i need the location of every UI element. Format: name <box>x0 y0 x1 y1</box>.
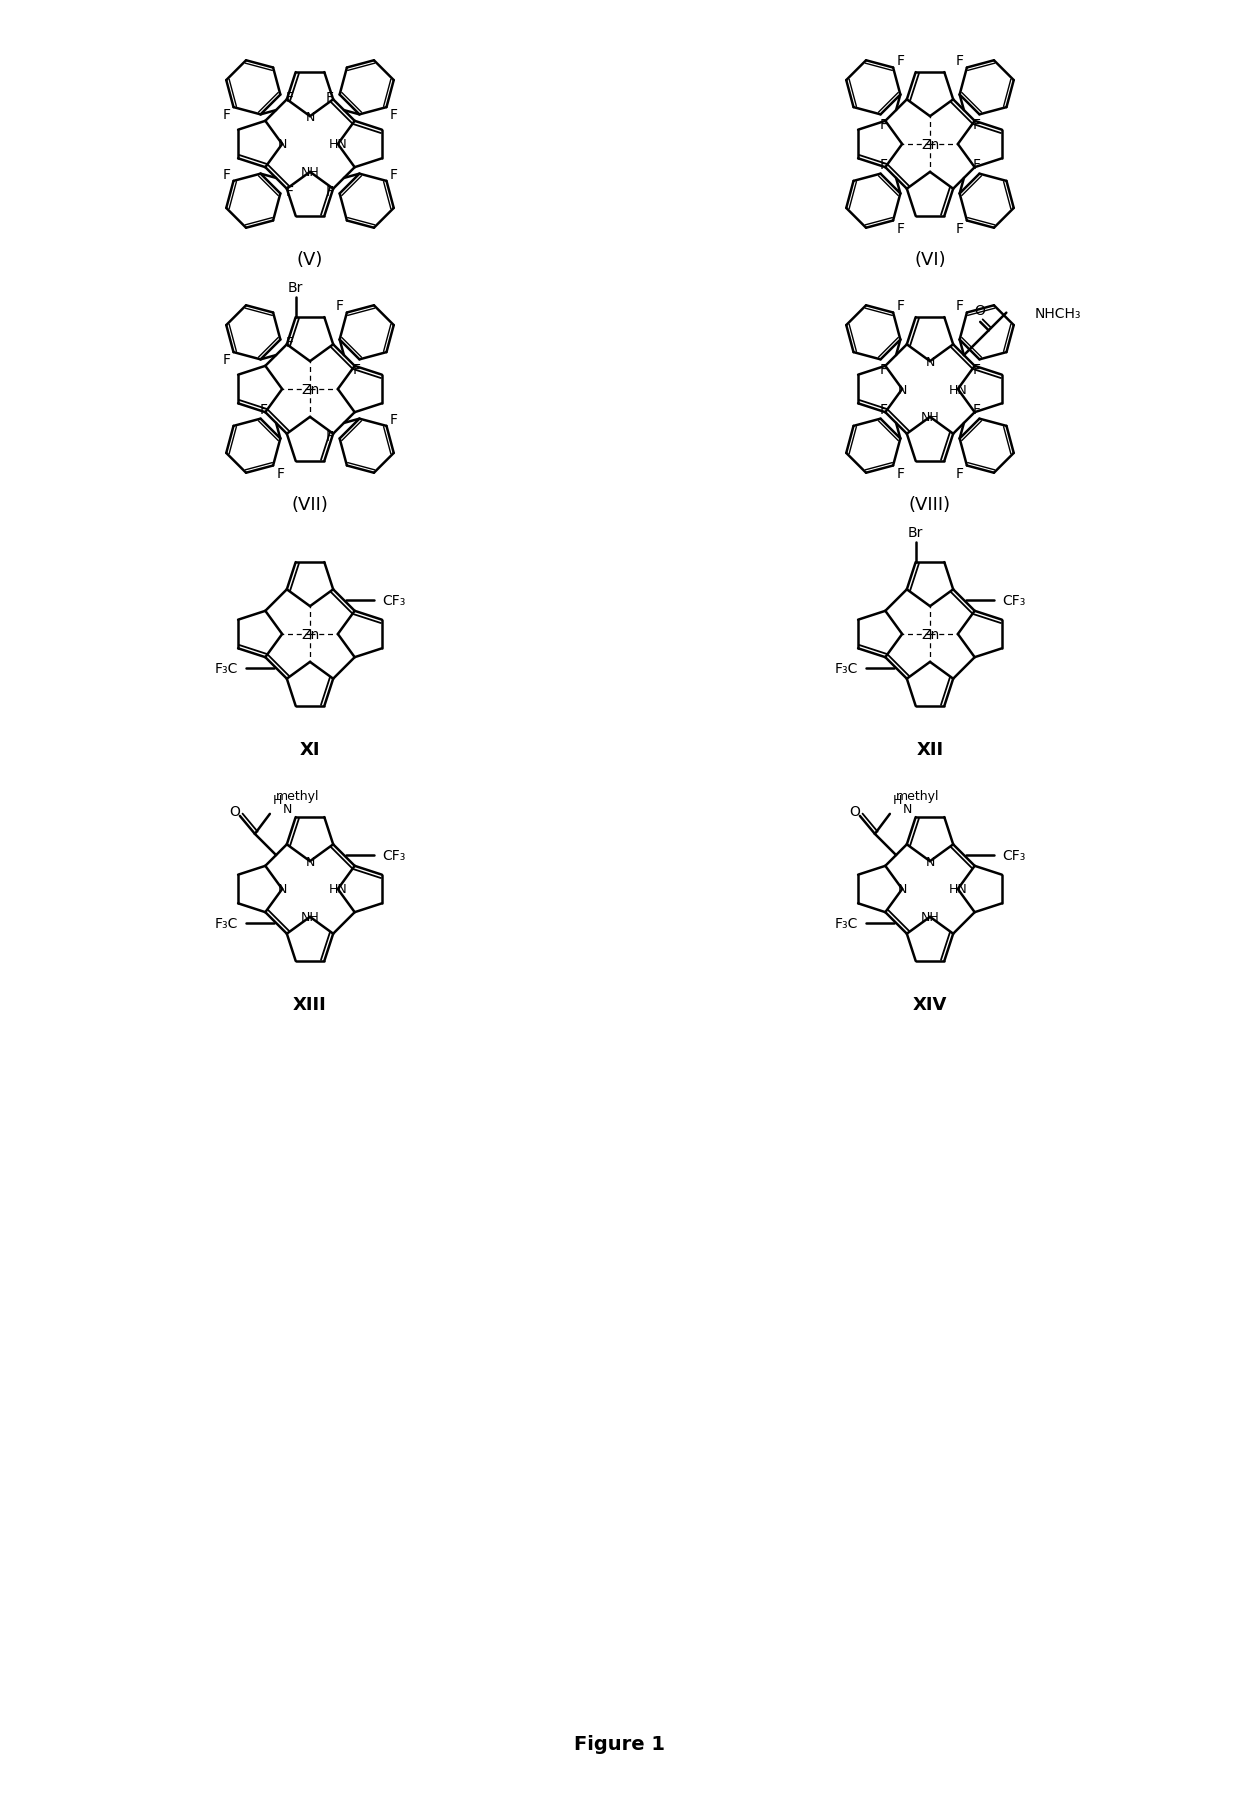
Text: Br: Br <box>288 280 304 295</box>
Text: Br: Br <box>908 526 924 540</box>
Text: F: F <box>389 108 398 123</box>
Text: F: F <box>879 117 887 132</box>
Text: NHCH₃: NHCH₃ <box>1034 307 1081 320</box>
Text: F: F <box>222 352 231 367</box>
Text: F: F <box>973 363 981 378</box>
Text: XI: XI <box>300 741 320 759</box>
Text: O: O <box>975 304 986 318</box>
Text: F: F <box>973 157 981 172</box>
Text: N: N <box>305 110 315 123</box>
Text: F₃C: F₃C <box>215 916 238 931</box>
Text: F: F <box>326 430 334 443</box>
Text: NH: NH <box>920 412 940 425</box>
Text: N: N <box>278 884 286 896</box>
Text: XIV: XIV <box>913 996 947 1014</box>
Text: H: H <box>893 793 903 806</box>
Text: HN: HN <box>329 884 347 896</box>
Text: CF₃: CF₃ <box>1002 595 1025 607</box>
Text: F: F <box>879 363 887 378</box>
Text: N: N <box>305 855 315 867</box>
Text: F: F <box>973 117 981 132</box>
Text: XIII: XIII <box>293 996 327 1014</box>
Text: F: F <box>286 90 294 105</box>
Text: F: F <box>897 222 904 235</box>
Text: NH: NH <box>300 911 320 923</box>
Text: XII: XII <box>916 741 944 759</box>
Text: F: F <box>286 184 294 199</box>
Text: Zn: Zn <box>921 627 939 641</box>
Text: Zn: Zn <box>301 627 319 641</box>
Text: F: F <box>389 168 398 183</box>
Text: F: F <box>956 222 963 235</box>
Text: N: N <box>925 855 935 867</box>
Text: F: F <box>897 54 904 69</box>
Text: F: F <box>326 184 334 199</box>
Text: F: F <box>956 54 963 69</box>
Text: CF₃: CF₃ <box>382 849 405 862</box>
Text: F: F <box>389 412 398 426</box>
Text: (VIII): (VIII) <box>909 495 951 513</box>
Text: N: N <box>903 802 913 817</box>
Text: O: O <box>849 804 861 819</box>
Text: (VI): (VI) <box>914 251 946 269</box>
Text: F: F <box>879 157 887 172</box>
Text: F: F <box>879 403 887 417</box>
Text: Zn: Zn <box>921 137 939 152</box>
Text: F: F <box>897 300 904 313</box>
Text: F: F <box>897 466 904 481</box>
Text: F₃C: F₃C <box>835 916 858 931</box>
Text: methyl: methyl <box>277 790 320 802</box>
Text: (V): (V) <box>296 251 324 269</box>
Text: F: F <box>286 336 294 351</box>
Text: NH: NH <box>300 166 320 179</box>
Text: F: F <box>973 403 981 417</box>
Text: CF₃: CF₃ <box>382 595 405 607</box>
Text: methyl: methyl <box>897 790 940 802</box>
Text: N: N <box>898 884 906 896</box>
Text: F₃C: F₃C <box>835 661 858 676</box>
Text: N: N <box>283 802 293 817</box>
Text: F: F <box>222 168 231 183</box>
Text: CF₃: CF₃ <box>1002 849 1025 862</box>
Text: HN: HN <box>949 383 967 396</box>
Text: N: N <box>278 139 286 152</box>
Text: N: N <box>898 383 906 396</box>
Text: F: F <box>956 300 963 313</box>
Text: O: O <box>229 804 241 819</box>
Text: H: H <box>273 793 283 806</box>
Text: F₃C: F₃C <box>215 661 238 676</box>
Text: (VII): (VII) <box>291 495 329 513</box>
Text: F: F <box>259 403 267 417</box>
Text: NH: NH <box>920 911 940 923</box>
Text: F: F <box>353 363 361 378</box>
Text: F: F <box>326 90 334 105</box>
Text: F: F <box>336 300 343 313</box>
Text: HN: HN <box>329 139 347 152</box>
Text: Zn: Zn <box>301 383 319 398</box>
Text: HN: HN <box>949 884 967 896</box>
Text: Figure 1: Figure 1 <box>574 1735 666 1753</box>
Text: N: N <box>925 356 935 369</box>
Text: F: F <box>277 466 284 481</box>
Text: F: F <box>956 466 963 481</box>
Text: F: F <box>222 108 231 123</box>
